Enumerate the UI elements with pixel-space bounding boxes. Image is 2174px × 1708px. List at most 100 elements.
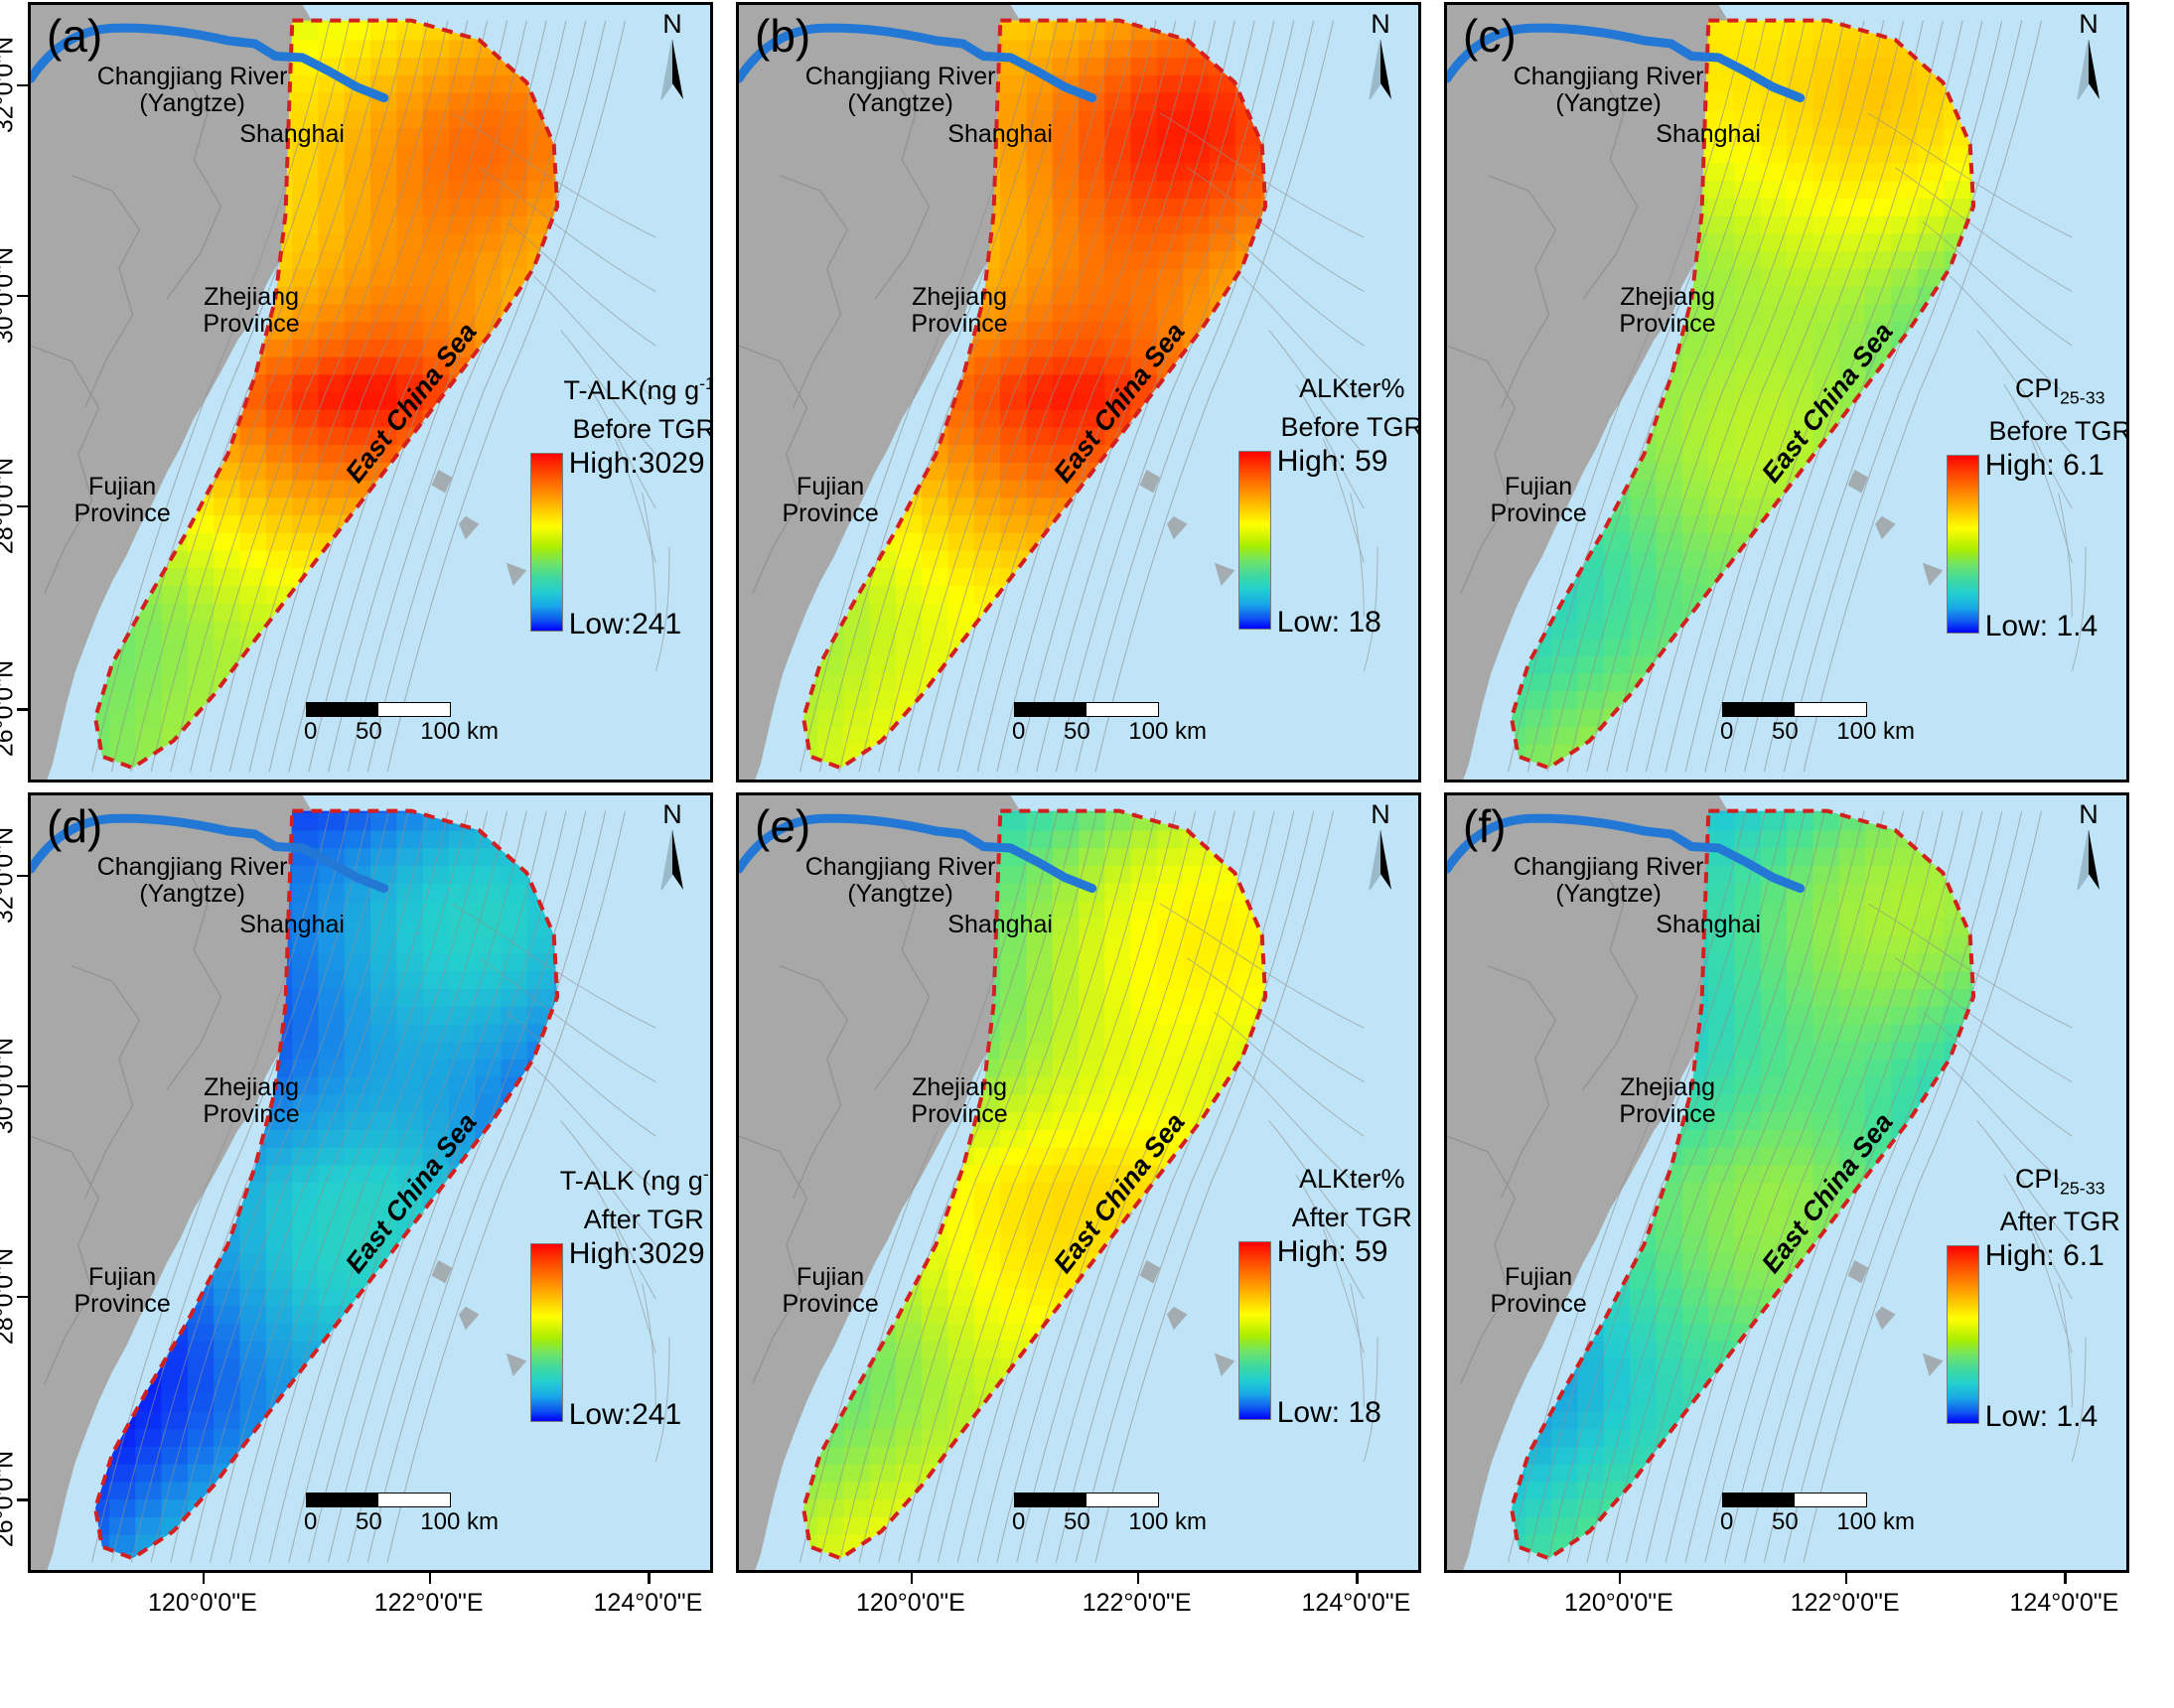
scale-bar-segment: [1015, 703, 1052, 716]
legend-color-ramp: [529, 452, 563, 632]
legend-high-value: High: 6.1: [1984, 1238, 2104, 1272]
legend-low-value: Low: 18: [1276, 1395, 1381, 1429]
province-boundary: [1487, 964, 1557, 1199]
scale-bar-segment: [1759, 1494, 1796, 1506]
island: [431, 1260, 453, 1284]
scale-bar-segment: [1015, 1494, 1052, 1506]
province-boundary: [166, 857, 222, 1090]
x-axis-tick: [1618, 1573, 1622, 1584]
scale-bar-segment: [343, 703, 379, 716]
legend-subtitle: After TGR: [1999, 1206, 2120, 1236]
province-boundary: [31, 1135, 100, 1385]
province-boundary: [71, 964, 141, 1199]
legend-ramp-labels: High: 6.1 Low: 1.4: [1985, 449, 2126, 642]
province-boundary: [1487, 174, 1557, 408]
legend-subtitle: Before TGR: [1280, 411, 1418, 442]
legend-ramp-labels: High:3029 Low:241: [569, 447, 710, 640]
x-axis-tick: [1356, 1573, 1359, 1584]
panel-letter-f: (f): [1463, 800, 1507, 852]
legend-title: ALKter%: [1238, 1164, 1418, 1195]
island: [1847, 1260, 1869, 1284]
province-boundary: [166, 67, 222, 300]
legend-title-main: ALKter%: [1298, 372, 1405, 403]
province-boundary: [739, 1135, 808, 1385]
legend-low-value: Low: 1.4: [1984, 1399, 2099, 1433]
island: [1214, 1352, 1235, 1376]
scale-bar-segment: [1723, 1494, 1760, 1506]
north-arrow-label: N: [662, 799, 682, 829]
north-arrow-glyph: [660, 40, 683, 100]
scale-bar-ticks: 0 50 100 km: [1720, 1508, 1915, 1536]
map-panel-b: (b) Changjiang River (Yangtze) Shanghai Zhe…: [736, 2, 1421, 783]
x-axis-label: 120°0'0"E: [1564, 1589, 1673, 1617]
legend-color-ramp: [1946, 1244, 1979, 1424]
scale-bar-segment: [1723, 703, 1760, 716]
legend-ramp-labels: High: 59 Low: 18: [1277, 1235, 1418, 1429]
y-axis-tick: [17, 874, 28, 878]
legend-ramp-labels: High: 6.1 Low: 1.4: [1985, 1239, 2126, 1433]
study-area-boundary: [92, 808, 560, 1561]
contour-lines: [91, 810, 670, 1563]
map-canvas-c: [1447, 5, 2126, 780]
legend-title: T-ALK(ng g-1): [530, 373, 710, 406]
scale-bar-segment: [1830, 703, 1867, 716]
north-arrow: N: [2069, 799, 2108, 891]
panel-letter-b: (b): [755, 10, 811, 62]
scale-bar-segment: [1795, 1494, 1831, 1506]
changjiang-river-line: [739, 813, 1097, 894]
scale-bar-tick-label: 50: [1771, 1508, 1799, 1535]
study-area-boundary: [1509, 808, 1976, 1561]
province-boundary: [1582, 67, 1639, 300]
scale-bar-graphic: [306, 702, 452, 717]
changjiang-river-line: [1447, 23, 1806, 103]
island: [1167, 515, 1188, 540]
legend-ramp-row: High:3029 Low:241: [529, 447, 710, 640]
scale-bar-tick-label: 50: [355, 1508, 382, 1535]
legend-title-main: T-ALK (ng g: [559, 1165, 703, 1196]
scale-bar-segment: [1759, 703, 1796, 716]
north-arrow: N: [652, 799, 692, 891]
x-axis-label: 122°0'0"E: [1790, 1589, 1900, 1617]
x-axis-tick: [1844, 1573, 1848, 1584]
legend-high-value: High: 59: [1276, 444, 1388, 478]
map-panel-a: (a) Changjiang River (Yangtze) Shanghai Zhe…: [28, 2, 713, 783]
y-axis-tick: [17, 294, 28, 298]
scale-bar-tick-label: 50: [1063, 718, 1090, 745]
scale-bar-graphic: [1722, 702, 1868, 717]
province-boundary: [874, 857, 931, 1090]
study-area-boundary: [1509, 18, 1976, 771]
scale-bar-segment: [307, 703, 344, 716]
panel-letter-c: (c): [1463, 10, 1517, 62]
scale-bar-graphic: [1722, 1493, 1868, 1507]
province-boundary: [739, 345, 808, 595]
x-axis-label: 124°0'0"E: [593, 1589, 703, 1617]
north-arrow-glyph: [2077, 830, 2100, 891]
scale-bar-tick-label: 0: [1012, 718, 1026, 745]
panel-letter-e: (e): [755, 800, 811, 852]
study-area-boundary: [92, 18, 560, 771]
scale-bar: 0 50 100 km: [304, 702, 499, 746]
legend-low-value: Low: 18: [1276, 605, 1381, 639]
scale-bar-segment: [1051, 703, 1087, 716]
scale-bar: 0 50 100 km: [304, 1493, 499, 1536]
panel-letter-a: (a): [47, 10, 103, 62]
scale-bar-tick-label: 100 km: [1836, 718, 1915, 745]
legend-title-subscript: 25-33: [2059, 1177, 2105, 1198]
north-arrow-label: N: [2079, 799, 2099, 829]
island: [1875, 515, 1896, 540]
legend-high-value: High:3029: [568, 1236, 705, 1270]
scale-bar-segment: [414, 703, 451, 716]
y-axis-tick: [17, 1084, 28, 1088]
study-area-boundary: [800, 18, 1268, 771]
legend-title: T-ALK (ng g-1): [530, 1164, 710, 1197]
y-axis-label: 30°0'0"N: [0, 1037, 19, 1134]
north-arrow-label: N: [1371, 799, 1390, 829]
legend-ramp-row: High: 6.1 Low: 1.4: [1946, 1239, 2126, 1433]
scale-bar-tick-label: 0: [1720, 1508, 1734, 1535]
north-arrow-label: N: [1371, 9, 1390, 39]
x-axis-label: 120°0'0"E: [856, 1589, 965, 1617]
x-axis-tick: [910, 1573, 914, 1584]
scale-bar-segment: [1051, 1494, 1087, 1506]
scale-bar-segment: [1830, 1494, 1867, 1506]
